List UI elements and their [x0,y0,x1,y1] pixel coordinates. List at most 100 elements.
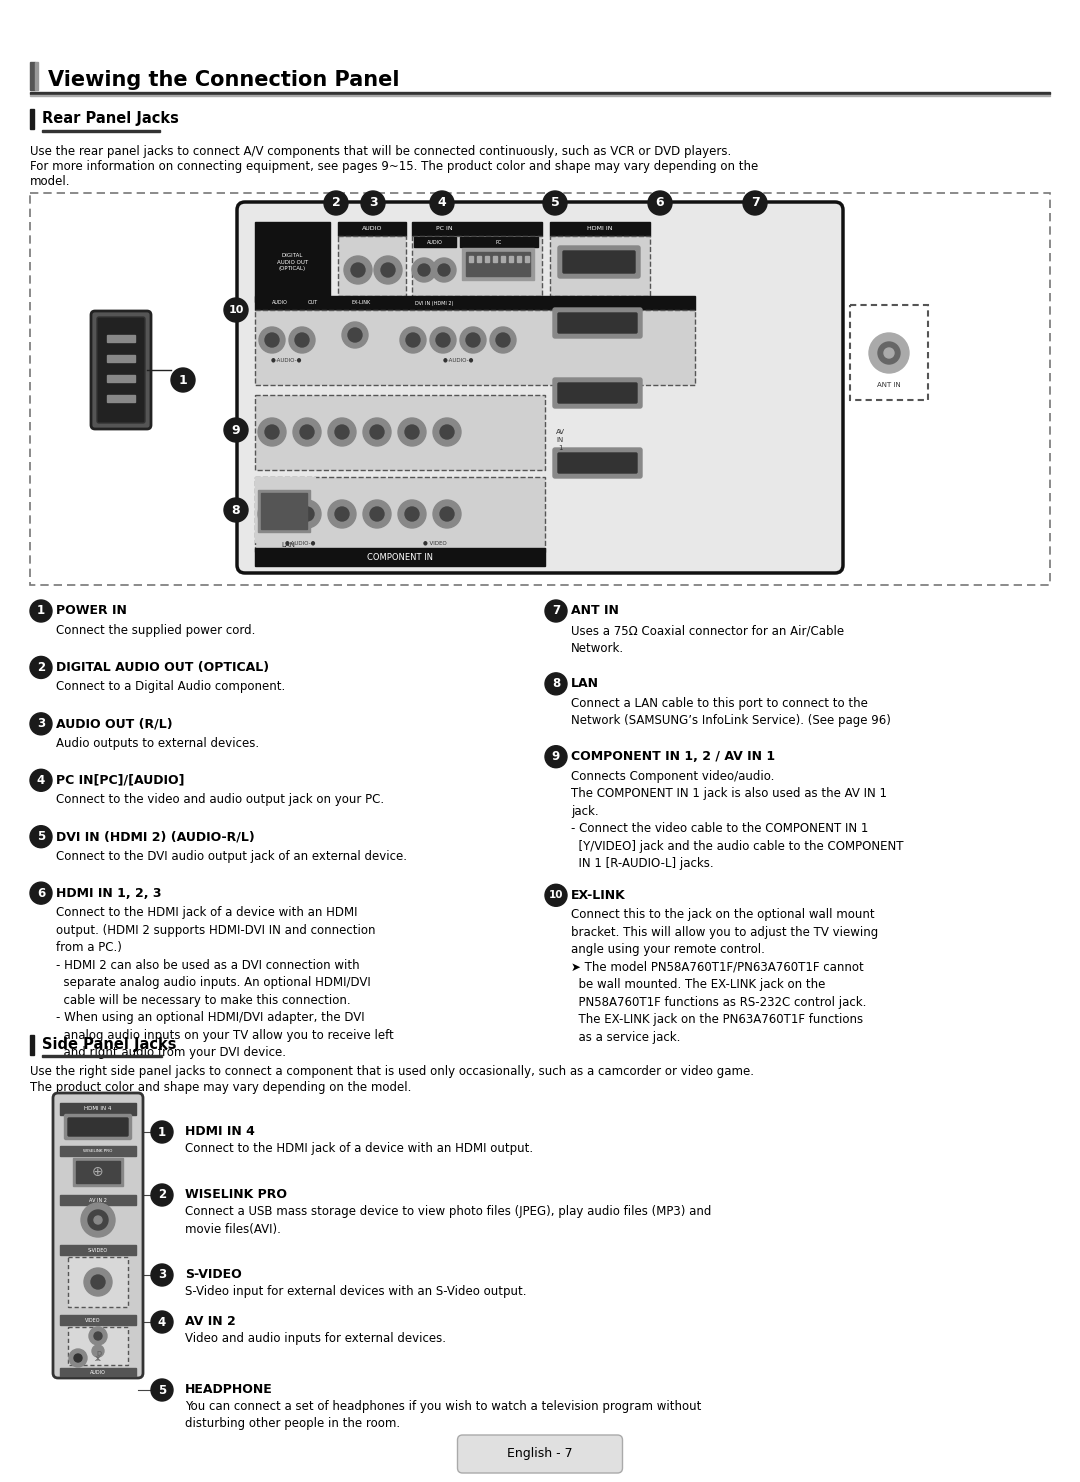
Circle shape [440,425,454,439]
Text: Connect to the video and audio output jack on your PC.: Connect to the video and audio output ja… [56,793,384,806]
Circle shape [345,256,372,285]
FancyBboxPatch shape [558,382,637,403]
Circle shape [743,191,767,215]
Circle shape [30,769,52,791]
FancyBboxPatch shape [553,448,642,479]
Circle shape [411,258,436,282]
Circle shape [361,191,384,215]
Circle shape [69,1349,87,1366]
Circle shape [363,499,391,528]
Circle shape [151,1312,173,1332]
Circle shape [94,1332,102,1340]
Text: AV IN 2: AV IN 2 [89,1197,107,1202]
Circle shape [75,1355,82,1362]
Text: EX-LINK: EX-LINK [571,889,625,901]
Bar [338,236,406,296]
Text: POWER IN: POWER IN [56,605,126,618]
Text: 4: 4 [437,197,446,209]
Text: Use the right side panel jacks to connect a component that is used only occasion: Use the right side panel jacks to connec… [30,1066,754,1077]
Text: 5: 5 [551,197,559,209]
Text: ANT IN: ANT IN [571,605,619,618]
Circle shape [490,328,516,353]
Circle shape [363,418,391,446]
Bar [501,256,505,262]
Bar [30,92,1050,93]
Circle shape [289,328,315,353]
Text: HEADPHONE: HEADPHONE [185,1383,273,1396]
Text: 4: 4 [158,1316,166,1328]
Text: 6: 6 [37,886,45,900]
Bar [107,396,135,402]
Bar [35,62,38,90]
Circle shape [300,507,314,522]
Circle shape [545,885,567,907]
Text: AV
IN
1: AV IN 1 [555,430,565,451]
Text: PC: PC [496,240,502,245]
FancyBboxPatch shape [553,378,642,408]
Text: 2: 2 [332,197,340,209]
FancyBboxPatch shape [65,1114,132,1140]
Bar [255,310,696,385]
Circle shape [405,425,419,439]
Circle shape [30,825,52,848]
Text: 1: 1 [178,373,187,387]
Circle shape [465,333,480,347]
Text: 8: 8 [232,504,241,517]
Text: Connect a LAN cable to this port to connect to the
Network (SAMSUNG’s InfoLink S: Connect a LAN cable to this port to conn… [571,697,891,728]
Bar [255,477,315,542]
Circle shape [335,425,349,439]
Bar [60,1368,136,1375]
Circle shape [92,1346,104,1358]
Circle shape [293,418,321,446]
Circle shape [258,418,286,446]
Bar [411,236,542,296]
Circle shape [259,328,285,353]
Text: 1: 1 [158,1125,166,1138]
Text: HDMI IN 4: HDMI IN 4 [185,1125,255,1138]
Circle shape [418,264,430,276]
Circle shape [151,1264,173,1286]
Text: S-Video input for external devices with an S-Video output.: S-Video input for external devices with … [185,1285,527,1298]
Text: AV IN 2: AV IN 2 [185,1315,235,1328]
Bar [258,491,310,532]
FancyBboxPatch shape [558,313,637,333]
Bar [261,494,307,529]
Text: ANT IN: ANT IN [877,382,901,388]
Bar [525,256,529,262]
Circle shape [224,298,248,322]
Circle shape [433,418,461,446]
Circle shape [430,191,454,215]
Bar [42,1055,162,1057]
Circle shape [406,333,420,347]
Text: Rear Panel Jacks: Rear Panel Jacks [42,111,179,126]
Text: S-VIDEO: S-VIDEO [87,1248,108,1252]
Text: Side Panel Jacks: Side Panel Jacks [42,1037,176,1052]
Circle shape [94,1217,102,1224]
Bar [485,256,489,262]
Text: AUDIO: AUDIO [272,301,288,305]
Bar [107,375,135,382]
FancyBboxPatch shape [53,1094,143,1378]
Text: Video and audio inputs for external devices.: Video and audio inputs for external devi… [185,1332,446,1346]
Circle shape [30,882,52,904]
Text: 8: 8 [552,677,561,691]
Text: Connect to a Digital Audio component.: Connect to a Digital Audio component. [56,680,285,694]
Text: 4: 4 [37,774,45,787]
Text: COMPONENT IN 1, 2 / AV IN 1: COMPONENT IN 1, 2 / AV IN 1 [571,750,775,763]
Bar [255,548,545,566]
Text: English - 7: English - 7 [508,1448,572,1460]
Bar [550,222,650,236]
Text: Viewing the Connection Panel: Viewing the Connection Panel [48,70,400,90]
Circle shape [430,328,456,353]
Circle shape [543,191,567,215]
Bar [465,252,530,276]
Bar [68,1326,129,1365]
Bar [338,222,406,236]
Text: 3: 3 [368,197,377,209]
Text: DIGITAL AUDIO OUT (OPTICAL): DIGITAL AUDIO OUT (OPTICAL) [56,661,269,674]
Text: HDMI IN 1, 2, 3: HDMI IN 1, 2, 3 [56,886,162,900]
FancyBboxPatch shape [558,453,637,473]
Circle shape [370,507,384,522]
Circle shape [348,328,362,342]
Text: 2: 2 [158,1189,166,1202]
